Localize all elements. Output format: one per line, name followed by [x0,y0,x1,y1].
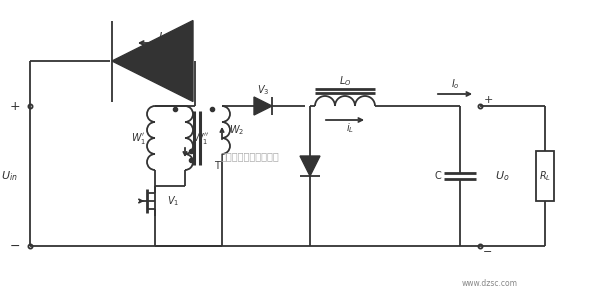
Text: $V_1$: $V_1$ [167,194,179,208]
Text: $I_o$: $I_o$ [451,77,460,91]
Polygon shape [112,20,193,101]
Text: $W_1'$: $W_1'$ [131,131,146,145]
Text: −: − [10,240,20,253]
Text: $W_1''$: $W_1''$ [193,131,209,145]
Text: $V_3$: $V_3$ [257,83,269,97]
Text: +: + [10,100,20,113]
Bar [536,151,554,201]
Polygon shape [300,156,320,176]
Text: 杭州特睢科技有限公司: 杭州特睢科技有限公司 [221,151,280,161]
Text: www.dzsc.com: www.dzsc.com [462,278,518,287]
Text: +: + [484,95,493,105]
Text: $W_2$: $W_2$ [229,123,245,137]
Text: −: − [484,247,493,257]
Text: $I$: $I$ [158,30,163,42]
Text: $U_o$: $U_o$ [495,169,510,183]
Text: $V_2$: $V_2$ [151,40,164,54]
Text: T: T [214,161,220,171]
Text: $i_L$: $i_L$ [346,121,354,135]
Text: $R_L$: $R_L$ [539,169,551,183]
Polygon shape [254,97,272,115]
Text: $L_O$: $L_O$ [339,74,351,88]
Text: $U_{in}$: $U_{in}$ [1,169,18,183]
Text: C: C [434,171,442,181]
